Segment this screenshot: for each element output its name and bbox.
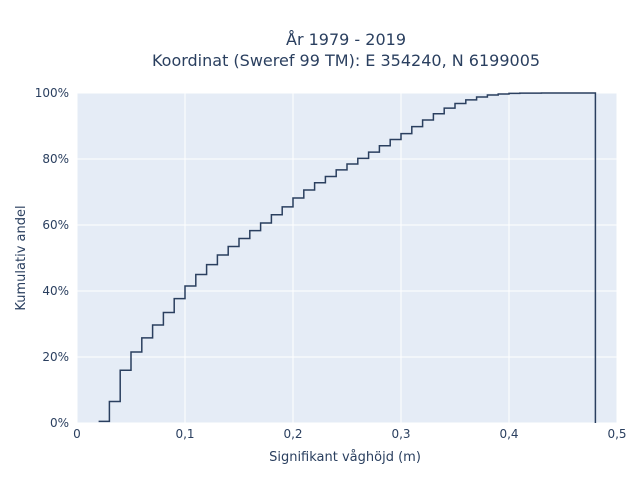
- x-tick-label: 0,1: [175, 427, 194, 441]
- y-tick-label: 40%: [42, 284, 69, 298]
- x-tick-label: 0,4: [499, 427, 518, 441]
- x-tick-label: 0,5: [607, 427, 626, 441]
- x-tick-label: 0,3: [391, 427, 410, 441]
- ecdf-step-line: [98, 92, 597, 423]
- chart-title-line2: Koordinat (Sweref 99 TM): E 354240, N 61…: [152, 51, 540, 70]
- x-axis-label: Signifikant våghöjd (m): [269, 450, 421, 465]
- y-axis-label: Kumulativ andel: [14, 205, 29, 310]
- y-tick-label: 20%: [42, 350, 69, 364]
- y-tick-label: 100%: [35, 86, 69, 100]
- x-tick-label: 0: [73, 427, 81, 441]
- y-tick-label: 0%: [50, 416, 69, 430]
- chart-title-line1: År 1979 - 2019: [286, 30, 406, 49]
- y-tick-label: 60%: [42, 218, 69, 232]
- y-tick-label: 80%: [42, 152, 69, 166]
- tick-labels: 0 0,1 0,2 0,3 0,4 0,5 0% 20% 40% 60% 80% 100%: [35, 86, 627, 441]
- gridlines: [76, 92, 618, 424]
- x-tick-label: 0,2: [283, 427, 302, 441]
- plot-area: [77, 93, 617, 423]
